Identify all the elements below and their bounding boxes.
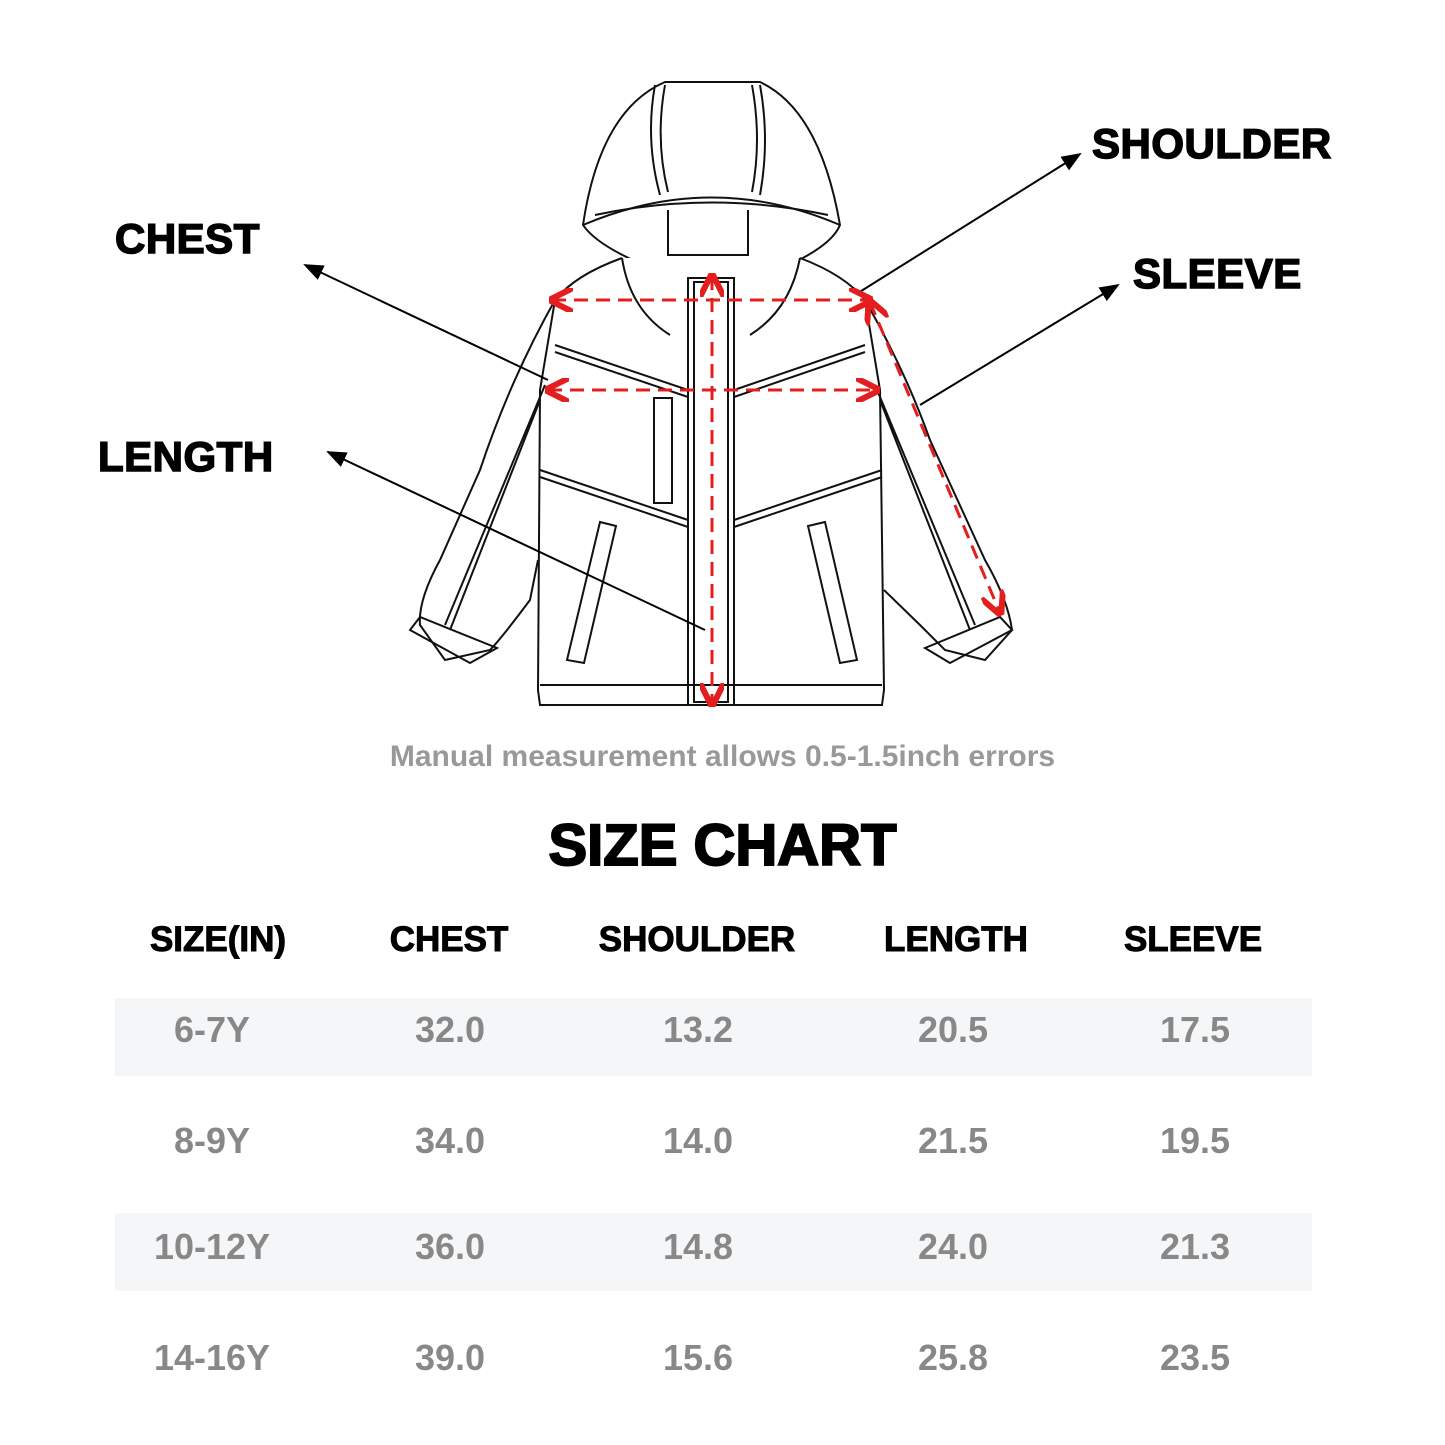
measurement-note: Manual measurement allows 0.5-1.5inch er…	[389, 740, 1056, 773]
pointer-arrows	[303, 152, 1120, 631]
page-title: SIZE CHART	[548, 812, 898, 879]
cell-size: 6-7Y	[173, 1009, 251, 1050]
cell-chest: 34.0	[414, 1120, 486, 1161]
cell-shoulder: 14.0	[662, 1120, 734, 1161]
header-length: LENGTH	[884, 920, 1029, 960]
cell-sleeve: 17.5	[1159, 1009, 1231, 1050]
chest-pointer	[303, 264, 549, 381]
cell-length: 21.5	[917, 1120, 989, 1161]
header-shoulder: SHOULDER	[598, 920, 796, 960]
row-stripe	[115, 1213, 1312, 1291]
cell-length: 25.8	[917, 1337, 989, 1378]
cell-chest: 39.0	[414, 1337, 486, 1378]
cell-chest: 32.0	[414, 1009, 486, 1050]
measurement-lines	[548, 276, 1000, 704]
cell-size: 8-9Y	[173, 1120, 251, 1161]
header-sleeve: SLEEVE	[1123, 920, 1263, 960]
sleeve-measure	[870, 302, 1000, 613]
shoulder-label: SHOULDER	[1091, 119, 1332, 168]
cell-size: 14-16Y	[153, 1337, 271, 1378]
cell-chest: 36.0	[414, 1226, 486, 1267]
sleeve-label: SLEEVE	[1132, 249, 1302, 298]
sleeve-pointer	[919, 283, 1120, 406]
cell-shoulder: 14.8	[662, 1226, 734, 1267]
jacket-diagram	[303, 81, 1120, 730]
cell-sleeve: 21.3	[1159, 1226, 1231, 1267]
cell-sleeve: 19.5	[1159, 1120, 1231, 1161]
cell-length: 20.5	[917, 1009, 989, 1050]
header-chest: CHEST	[389, 920, 509, 960]
length-label: LENGTH	[97, 432, 274, 481]
cell-shoulder: 15.6	[662, 1337, 734, 1378]
shoulder-pointer	[857, 152, 1082, 294]
cell-length: 24.0	[917, 1226, 989, 1267]
header-size: SIZE(IN)	[149, 920, 287, 960]
cell-sleeve: 23.5	[1159, 1337, 1231, 1378]
chest-label: CHEST	[114, 214, 260, 263]
cell-shoulder: 13.2	[662, 1009, 734, 1050]
length-pointer	[326, 451, 706, 631]
row-stripe	[115, 998, 1312, 1076]
cell-size: 10-12Y	[153, 1226, 271, 1267]
